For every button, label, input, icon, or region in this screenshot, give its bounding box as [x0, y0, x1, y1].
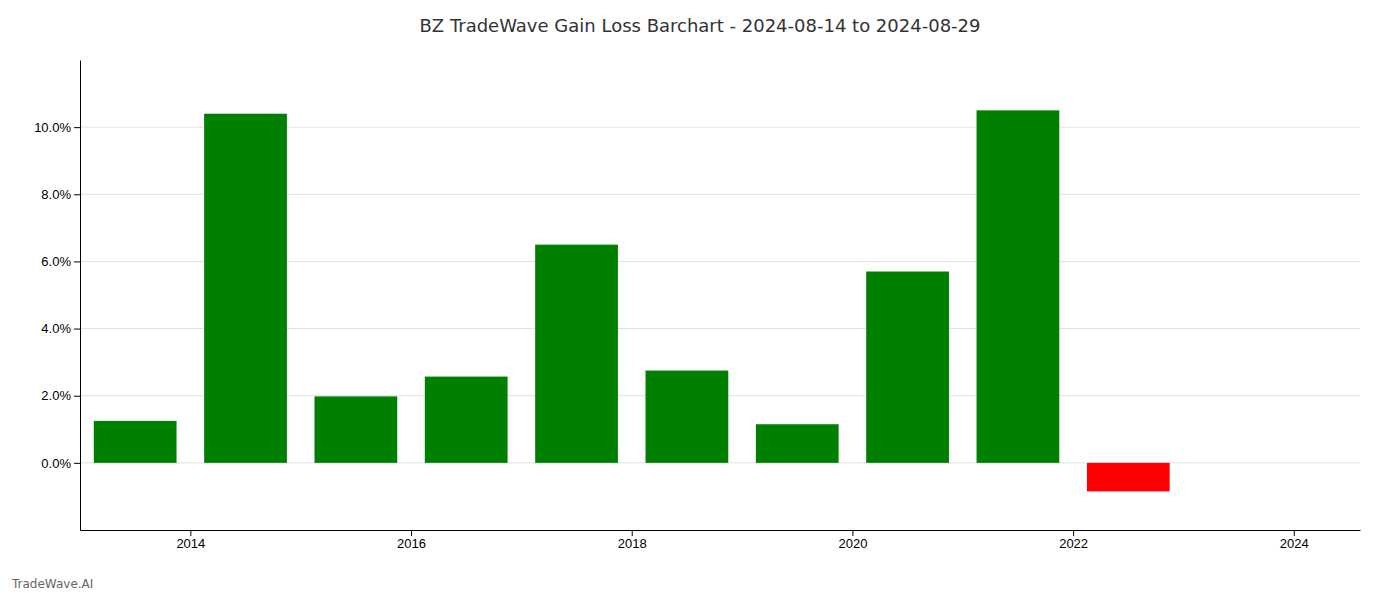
y-tick-mark	[74, 194, 80, 195]
x-tick-mark	[411, 530, 412, 536]
x-tick: 2014	[176, 530, 205, 551]
bar	[756, 424, 839, 463]
x-tick-label: 2014	[176, 536, 205, 551]
y-tick: 4.0%	[41, 321, 80, 336]
bar	[425, 377, 508, 463]
y-tick-label: 0.0%	[41, 456, 71, 471]
x-tick-label: 2020	[838, 536, 867, 551]
y-tick: 10.0%	[34, 120, 80, 135]
y-tick: 8.0%	[41, 187, 80, 202]
x-tick: 2022	[1059, 530, 1088, 551]
x-axis-line	[81, 530, 1361, 531]
y-axis: 0.0% 2.0% 4.0% 6.0% 8.0% 10.0%	[34, 61, 80, 531]
y-tick: 0.0%	[41, 456, 80, 471]
y-tick-label: 8.0%	[41, 187, 71, 202]
x-axis: 2014 2016 2018 2020 2022 2024	[81, 530, 1361, 551]
bar	[866, 272, 949, 463]
bars	[94, 110, 1170, 491]
bar	[977, 110, 1060, 463]
bar	[94, 421, 177, 463]
title: BZ TradeWave Gain Loss Barchart - 2024-0…	[420, 15, 981, 36]
y-tick-mark	[74, 396, 80, 397]
annotation: TradeWave.AI	[11, 577, 93, 591]
x-tick-label: 2016	[397, 536, 426, 551]
plot: 2014 2016 2018 2020 2022 2024 0.0% 2.0% 4.0% 6.0%…	[34, 61, 1360, 552]
bar	[1087, 463, 1170, 492]
x-tick-mark	[852, 530, 853, 536]
x-tick-mark	[190, 530, 191, 536]
x-tick-label: 2024	[1280, 536, 1309, 551]
x-tick-mark	[632, 530, 633, 536]
x-tick-mark	[1294, 530, 1295, 536]
y-tick-mark	[74, 127, 80, 128]
x-tick: 2018	[618, 530, 647, 551]
y-tick-mark	[74, 261, 80, 262]
x-tick: 2024	[1280, 530, 1309, 551]
chart: BZ TradeWave Gain Loss Barchart - 2024-0…	[0, 0, 1400, 600]
bar	[535, 245, 618, 463]
x-tick: 2020	[838, 530, 867, 551]
x-tick-label: 2018	[618, 536, 647, 551]
y-tick-label: 6.0%	[41, 254, 71, 269]
y-tick-label: 4.0%	[41, 321, 71, 336]
y-tick: 6.0%	[41, 254, 80, 269]
x-tick: 2016	[397, 530, 426, 551]
bar	[314, 396, 397, 462]
y-tick-label: 2.0%	[41, 388, 71, 403]
y-tick-label: 10.0%	[34, 120, 71, 135]
y-tick: 2.0%	[41, 388, 80, 403]
bar	[646, 371, 729, 463]
y-tick-mark	[74, 463, 80, 464]
y-axis-line	[80, 61, 81, 531]
x-tick-mark	[1073, 530, 1074, 536]
x-tick-label: 2022	[1059, 536, 1088, 551]
y-tick-mark	[74, 329, 80, 330]
bar	[204, 114, 287, 463]
